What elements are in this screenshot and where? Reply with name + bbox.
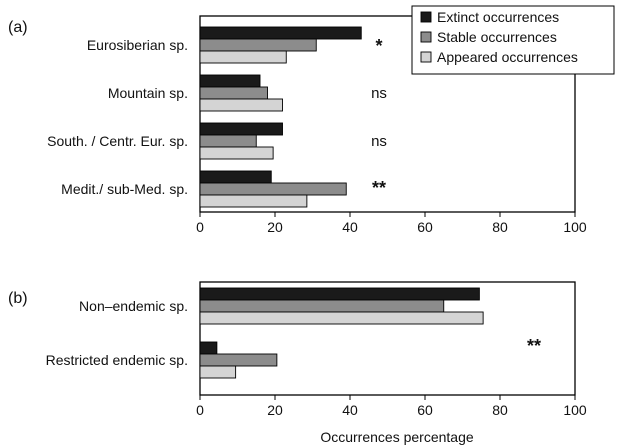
- x-tick-label-0: 0: [196, 402, 204, 418]
- bar-extinct-occurrences-restricted-endemic-sp: [199, 341, 218, 355]
- significance-south-centr-eur-sp: ns: [371, 133, 387, 150]
- bar-extinct-occurrences-medit-sub-med-sp: [199, 170, 272, 184]
- x-tick-label-20: 20: [267, 219, 283, 235]
- bar-extinct-occurrences-south-centr-eur-sp: [199, 122, 283, 136]
- panel-b: (b) Non–endemic sp. Restricted endemic sp…: [8, 281, 587, 445]
- legend-label-stable-occurrences: Stable occurrences: [437, 29, 557, 45]
- bar-stable-occurrences-medit-sub-med-sp: [199, 182, 347, 196]
- x-tick-label-20: 20: [267, 402, 283, 418]
- bar-appeared-occurrences-medit-sub-med-sp: [199, 194, 308, 208]
- category-label-restricted-endemic-sp: Restricted endemic sp.: [46, 352, 188, 368]
- panel-b-label: (b): [8, 290, 28, 307]
- panel-b-x-ticks: 0 20 40 60 80 100: [196, 395, 587, 418]
- x-tick-label-100: 100: [563, 402, 587, 418]
- bar-extinct-occurrences-non-endemic-sp: [199, 287, 480, 301]
- category-label-south-centr-eur-sp: South. / Centr. Eur. sp.: [47, 133, 188, 149]
- x-tick-label-40: 40: [342, 219, 358, 235]
- category-label-eurosiberian-sp: Eurosiberian sp.: [87, 37, 188, 53]
- bar-stable-occurrences-eurosiberian-sp: [199, 38, 317, 52]
- category-label-medit-sub-med-sp: Medit./ sub-Med. sp.: [61, 181, 188, 197]
- x-tick-label-60: 60: [417, 219, 433, 235]
- panel-a-significance: * ns ns **: [371, 36, 387, 198]
- panel-b-annotation: **: [527, 336, 541, 356]
- legend-box: [411, 5, 615, 75]
- x-tick-label-60: 60: [417, 402, 433, 418]
- significance-mountain-sp: ns: [371, 85, 387, 102]
- bar-stable-occurrences-non-endemic-sp: [199, 299, 445, 313]
- panel-a-frame: [199, 15, 576, 213]
- significance-medit-sub-med-sp: **: [372, 178, 386, 198]
- panel-b-category-labels: Non–endemic sp. Restricted endemic sp.: [46, 298, 188, 368]
- bar-appeared-occurrences-restricted-endemic-sp: [199, 365, 237, 379]
- panel-b-frame: [199, 281, 576, 396]
- legend: Extinct occurrences Stable occurrences App…: [411, 5, 615, 75]
- bar-extinct-occurrences-eurosiberian-sp: [199, 26, 362, 40]
- legend-swatch-extinct-occurrences: [420, 11, 432, 23]
- x-axis-title: Occurrences percentage: [320, 429, 474, 445]
- category-label-non-endemic-sp: Non–endemic sp.: [79, 298, 188, 314]
- bar-stable-occurrences-south-centr-eur-sp: [199, 134, 257, 148]
- panel-a-bars: [199, 26, 362, 208]
- x-tick-label-40: 40: [342, 402, 358, 418]
- bar-appeared-occurrences-south-centr-eur-sp: [199, 146, 274, 160]
- panel-a-x-ticks: 0 20 40 60 80 100: [196, 212, 587, 235]
- x-tick-label-80: 80: [492, 219, 508, 235]
- legend-items: Extinct occurrences Stable occurrences App…: [420, 9, 578, 65]
- x-tick-label-80: 80: [492, 402, 508, 418]
- panel-a-category-labels: Eurosiberian sp. Mountain sp. South. / Cen…: [47, 37, 188, 197]
- bar-appeared-occurrences-mountain-sp: [199, 98, 283, 112]
- legend-label-appeared-occurrences: Appeared occurrences: [437, 49, 578, 65]
- legend-swatch-appeared-occurrences: [420, 51, 432, 63]
- bar-extinct-occurrences-mountain-sp: [199, 74, 261, 88]
- bar-stable-occurrences-mountain-sp: [199, 86, 268, 100]
- x-tick-label-100: 100: [563, 219, 587, 235]
- bar-appeared-occurrences-non-endemic-sp: [199, 311, 484, 325]
- x-tick-label-0: 0: [196, 219, 204, 235]
- bar-stable-occurrences-restricted-endemic-sp: [199, 353, 278, 367]
- category-label-mountain-sp: Mountain sp.: [108, 85, 188, 101]
- legend-label-extinct-occurrences: Extinct occurrences: [437, 9, 559, 25]
- legend-swatch-stable-occurrences: [420, 31, 432, 43]
- significance-eurosiberian-sp: *: [375, 36, 382, 56]
- bar-appeared-occurrences-eurosiberian-sp: [199, 50, 287, 64]
- panel-a-label: (a): [8, 19, 28, 36]
- panel-b-bars: [199, 287, 484, 379]
- panel-a: (a) Eurosiberian sp. Mountain sp. South. /…: [8, 15, 587, 235]
